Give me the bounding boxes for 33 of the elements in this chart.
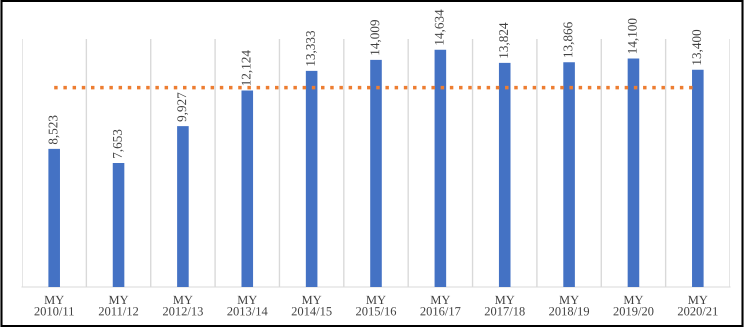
bar: [48, 148, 60, 287]
data-label: 7,653: [112, 130, 124, 158]
bar: [628, 58, 640, 287]
bar: [241, 90, 254, 287]
x-tick-label: MY 2020/21: [678, 296, 718, 316]
data-label: 14,009: [370, 20, 382, 55]
x-tick-label: MY 2019/20: [614, 296, 654, 316]
data-label: 12,124: [242, 50, 252, 86]
bar: [498, 62, 511, 287]
x-tick-label: MY 2013/14: [227, 296, 268, 316]
x-tick-label: MY 2010/11: [34, 296, 74, 316]
x-tick-label: MY 2017/18: [484, 296, 525, 316]
x-tick-label: MY 2016/17: [420, 296, 460, 316]
x-tick-label: MY 2018/19: [549, 296, 590, 316]
data-label: 13,824: [499, 22, 510, 58]
bar: [370, 60, 382, 287]
data-label: 14,634: [434, 10, 446, 44]
bar: [692, 70, 704, 287]
data-label: 14,100: [628, 18, 639, 54]
data-label: 9,927: [177, 92, 188, 122]
data-label: 13,400: [692, 30, 704, 64]
bar: [434, 50, 446, 287]
bar: [563, 62, 575, 287]
bar: [177, 126, 189, 287]
x-tick-label: MY 2012/13: [162, 296, 203, 316]
bar: [306, 70, 318, 287]
data-label: 8,523: [48, 116, 60, 144]
x-tick-label: MY 2011/12: [98, 296, 138, 316]
data-label: 13,333: [306, 30, 317, 66]
x-tick-label: MY 2014/15: [292, 296, 332, 316]
x-tick-label: MY 2015/16: [356, 296, 396, 316]
data-label: 13,866: [563, 22, 574, 57]
bar: [112, 162, 124, 287]
